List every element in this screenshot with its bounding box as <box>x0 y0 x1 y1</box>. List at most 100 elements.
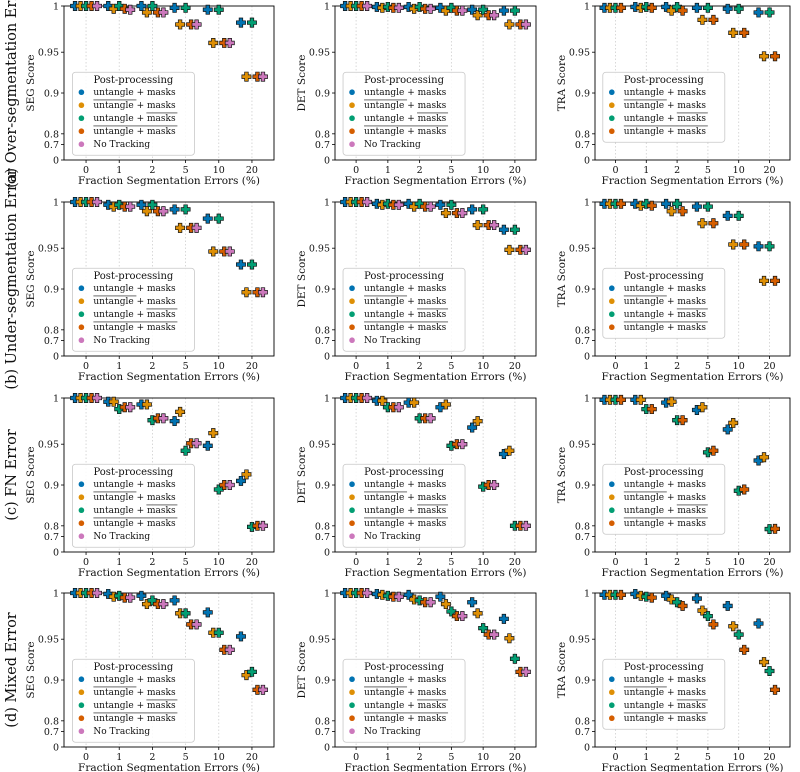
panel-3-3-legend: Post-processing untangle + masks untangle … <box>602 463 726 535</box>
panel-3-1-legend-title: Post-processing <box>93 467 173 478</box>
panel-4-1-xtick-label: 2 <box>149 752 155 763</box>
panel-3-2-legend-marker <box>349 494 355 501</box>
panel-2-3-marker-series2 <box>728 239 739 250</box>
panel-3-1-axes-frame <box>63 397 275 553</box>
panel-2-2-xtick-label: 10 <box>477 361 489 372</box>
panel-1-2-legend-marker <box>349 128 355 135</box>
panel-1-3-marker-series3 <box>733 3 744 14</box>
panel-3-1-marker-shape <box>258 520 268 531</box>
panel-2-3-marker-series4 <box>770 275 780 286</box>
panel-3-1-marker-shape <box>169 416 180 427</box>
panel-2-1-marker-shape <box>169 204 180 215</box>
panel-4-3-marker-series4 <box>708 619 719 630</box>
panel-3-1-legend-marker <box>78 520 85 527</box>
panel-2-2-ytick-label: 0.95 <box>309 244 330 255</box>
panel-4-3-ytick-label: 0.7 <box>575 727 590 738</box>
panel-4-1-legend-label: untangle + masks <box>93 675 176 685</box>
panel-1-3-marker-shape <box>722 3 733 14</box>
panel-4-3-marker-shape <box>733 629 744 640</box>
panel-4-2-marker-shape <box>409 594 420 605</box>
panel-3-2-xlabel: Fraction Segmentation Errors (%) <box>345 567 527 579</box>
panel-1-1-marker-series5 <box>158 7 169 18</box>
panel-1-1-marker-series5 <box>258 71 268 82</box>
panel-2-3-legend-marker <box>609 285 615 292</box>
panel-1-1-marker-shape <box>175 19 186 30</box>
panel-1-2-marker-series1 <box>371 1 382 12</box>
panel-4-2-marker-shape <box>509 653 520 664</box>
panel-2-2-marker-series1 <box>371 198 382 209</box>
panel-4-1-ytick-label: 0.8 <box>44 716 59 727</box>
panel-1-2-xlabel: Fraction Segmentation Errors (%) <box>345 175 527 187</box>
panel-4-3-ylabel: TRA Score <box>556 642 568 698</box>
panel-2-1-marker-series1 <box>103 199 114 210</box>
panel-3-1-marker-shape <box>202 440 213 451</box>
panel-2-2-marker-shape <box>489 220 500 231</box>
panel-2-3-xtick-label: 1 <box>643 361 649 372</box>
panel-2-2-xtick-label: 2 <box>417 361 423 372</box>
panel-1-3-ytick-label: 0.8 <box>575 129 590 140</box>
panel-2-1-marker-series3 <box>246 259 257 270</box>
panel-4-2-ytick-label: 0.8 <box>315 716 330 727</box>
panel-4-1-legend-label: untangle + masks <box>93 701 176 711</box>
panel-2-3-marker-series4 <box>677 206 688 217</box>
panel-4-3-marker-series3 <box>702 611 713 622</box>
panel-3-1-ytick-label: 0.7 <box>44 532 59 543</box>
panel-3-1-marker-shape <box>224 480 235 490</box>
panel-4-2-marker-series5 <box>425 597 436 608</box>
panel-3-3-marker-series2 <box>635 394 646 405</box>
panel-4-2-marker-shape <box>489 629 500 640</box>
panel-1-1-marker-shape <box>235 17 246 28</box>
panel-1-1-xtick-label: 1 <box>116 165 122 176</box>
panel-4-3-marker-shape <box>646 592 657 603</box>
panel-1-2-legend-marker <box>349 102 355 109</box>
panel-1-2-legend-marker <box>349 89 355 96</box>
panel-1-1-marker-shape <box>213 4 224 15</box>
panel-3-3-legend-label: untangle + masks <box>624 480 707 490</box>
panel-2-1-marker-shape <box>235 259 246 270</box>
panel-3-1-xlabel: Fraction Segmentation Errors (%) <box>78 567 260 579</box>
panel-1-1-marker-series5 <box>191 19 202 30</box>
panel-2-3-axes-frame <box>594 201 791 357</box>
panel-4-3-marker-series1 <box>722 600 733 611</box>
panel-2-3-legend-label: untangle + masks <box>624 297 707 307</box>
panel-1-2-marker-shape <box>382 1 393 12</box>
panel-1-2-legend-label: untangle + masks <box>364 88 447 98</box>
panel-3-1-ytick-label: 0.95 <box>38 440 59 451</box>
panel-1-3-marker-series4 <box>739 27 750 38</box>
panel-4-3-legend-label: untangle + masks <box>624 701 707 711</box>
panel-1-3-ytick-label: 0 <box>584 156 590 167</box>
panel-4-3-ytick-label: 0 <box>584 743 590 754</box>
panel-3-3-ytick-label: 0.7 <box>575 532 590 543</box>
panel-3-3-legend-marker <box>609 481 615 488</box>
panel-3-3-xtick-label: 10 <box>733 557 745 568</box>
panel-4-1-marker-shape <box>246 666 257 677</box>
panel-4-3-marker-series4 <box>677 600 688 611</box>
panel-2-1-marker-series3 <box>213 213 224 224</box>
panel-4-1-marker-shape <box>158 599 169 610</box>
panel-3-3-legend-label: untangle + masks <box>624 493 707 503</box>
panel-1-2-marker-shape <box>467 4 478 15</box>
panel-2-3-marker-shape <box>691 201 702 212</box>
panel-3-3-marker-series4 <box>708 445 719 456</box>
panel-1-3-marker-shape <box>770 51 780 62</box>
panel-3-1-marker-series2 <box>108 396 119 407</box>
panel-4-2-marker-series3 <box>382 590 393 601</box>
panel-4-2-marker-shape <box>478 623 489 634</box>
panel-3-3-marker-shape <box>759 452 769 463</box>
panel-3-3-marker-series2 <box>697 402 708 413</box>
panel-2-3-xtick-label: 5 <box>705 361 711 372</box>
panel-4-1-marker-series5 <box>125 592 136 603</box>
panel-2-3-legend-marker <box>609 298 615 305</box>
panel-2-1-marker-series2 <box>175 222 186 233</box>
panel-1-3-xtick-label: 1 <box>643 165 649 176</box>
row-label-4: (d) Mixed Error <box>4 612 20 728</box>
panel-4-2-marker-shape <box>362 588 373 598</box>
panel-1-2-marker-series5 <box>520 19 531 30</box>
panel-2-2-legend-label: No Tracking <box>364 336 421 346</box>
panel-1-2-xtick-label: 1 <box>385 165 391 176</box>
panel-2-2-marker-series3 <box>509 224 520 235</box>
panel-2-1-legend-marker <box>78 311 85 318</box>
panel-1-3-marker-shape <box>728 27 739 38</box>
